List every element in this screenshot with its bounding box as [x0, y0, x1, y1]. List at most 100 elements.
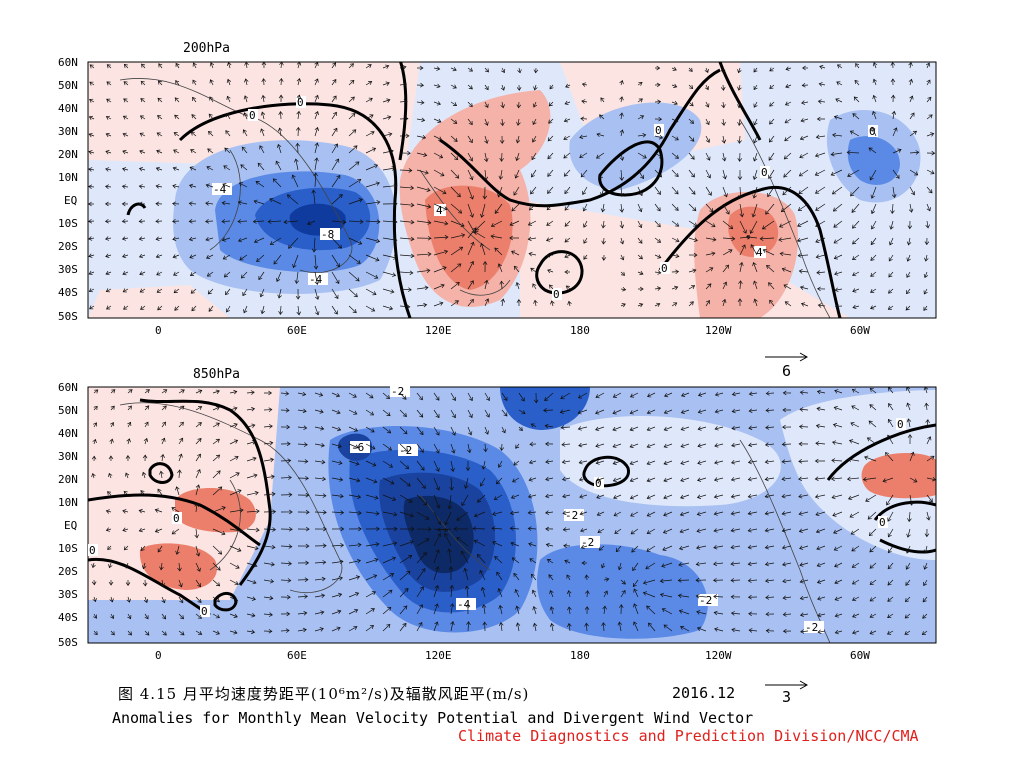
- lon-label: 120E: [425, 324, 452, 337]
- contour-label: 4: [434, 204, 446, 217]
- svg-text:0: 0: [661, 262, 668, 275]
- lat-label: 30S: [58, 263, 78, 276]
- panel-frame: [87, 61, 937, 319]
- svg-text:-2: -2: [391, 385, 404, 398]
- lon-label: 120W: [705, 324, 732, 337]
- lat-label: 60N: [58, 56, 78, 69]
- contour-label: -2: [390, 385, 410, 398]
- wind-vectors-200hpa: [88, 62, 936, 316]
- panel-title: 850hPa: [193, 367, 240, 382]
- lon-label: 120W: [705, 649, 732, 662]
- lat-label: 30N: [58, 450, 78, 463]
- lat-axis: 60N 50N 40N 30N 20N 10N EQ 10S 20S 30S 4…: [58, 381, 78, 649]
- contour-label: -6: [350, 441, 370, 454]
- lat-label: 30S: [58, 588, 78, 601]
- lon-label: 0: [155, 324, 162, 337]
- caption-english: Anomalies for Monthly Mean Velocity Pote…: [112, 709, 754, 727]
- svg-text:0: 0: [595, 477, 602, 490]
- svg-text:0: 0: [655, 124, 662, 137]
- lat-label: 20S: [58, 565, 78, 578]
- contour-label: 0: [878, 516, 888, 529]
- panel-frame: [87, 386, 937, 644]
- svg-text:-2: -2: [565, 509, 578, 522]
- svg-text:4: 4: [436, 204, 443, 217]
- lat-label: 40N: [58, 427, 78, 440]
- svg-text:0: 0: [869, 125, 876, 138]
- lat-label: EQ: [64, 194, 77, 207]
- contour-label: 0: [594, 477, 604, 490]
- svg-text:0: 0: [201, 605, 208, 618]
- lat-label: 10S: [58, 217, 78, 230]
- lat-label: 40N: [58, 102, 78, 115]
- lat-label: 50S: [58, 310, 78, 323]
- svg-text:-2: -2: [581, 536, 594, 549]
- svg-text:0: 0: [173, 512, 180, 525]
- contour-label: 0: [296, 96, 306, 109]
- contour-labels: 0 0 0 0 0 0 -4 -8 -4 4 4 0 -4: [212, 96, 878, 301]
- lon-label: 180: [570, 324, 590, 337]
- svg-text:-4: -4: [309, 273, 323, 286]
- svg-text:0: 0: [897, 418, 904, 431]
- contour-label: 0: [868, 125, 878, 138]
- lat-label: 10N: [58, 171, 78, 184]
- contour-label: 0: [660, 262, 670, 275]
- lon-axis: 0 60E 120E 180 120W 60W: [155, 324, 870, 337]
- lon-label: 60W: [850, 324, 870, 337]
- contour-label: 0: [200, 605, 210, 618]
- contour-label: 0: [552, 288, 562, 301]
- contour-label: -2: [580, 536, 600, 549]
- lat-label: 20S: [58, 240, 78, 253]
- panel-200hpa: 200hPa: [58, 41, 937, 362]
- svg-text:0: 0: [879, 516, 886, 529]
- lon-label: 60E: [287, 649, 307, 662]
- lat-label: 50S: [58, 636, 78, 649]
- lat-label: 10S: [58, 542, 78, 555]
- panel-850hpa: 850hPa: [58, 367, 937, 690]
- svg-text:0: 0: [761, 166, 768, 179]
- contour-label: -4: [456, 598, 476, 611]
- svg-text:0: 0: [89, 544, 96, 557]
- contour-label: -2: [804, 621, 824, 634]
- contour-label: -4: [308, 273, 328, 286]
- contour-label: 0: [896, 418, 906, 431]
- lat-label: 20N: [58, 473, 78, 486]
- lat-label: 50N: [58, 79, 78, 92]
- caption-date: 2016.12: [672, 684, 736, 702]
- lon-label: 60E: [287, 324, 307, 337]
- lat-label: EQ: [64, 519, 77, 532]
- contour-label: -2: [398, 444, 418, 457]
- contour-label: -2: [564, 509, 584, 522]
- contour-label: 0: [248, 109, 258, 122]
- reference-vector-value: 3: [782, 688, 792, 706]
- lat-label: 40S: [58, 286, 78, 299]
- contour-label: -8: [320, 228, 340, 241]
- svg-text:-2: -2: [399, 444, 412, 457]
- lon-label: 0: [155, 649, 162, 662]
- lat-axis: 60N 50N 40N 30N 20N 10N EQ 10S 20S 30S 4…: [58, 56, 78, 323]
- lat-label: 60N: [58, 381, 78, 394]
- svg-text:-2: -2: [699, 594, 712, 607]
- contour-label: 0: [88, 544, 98, 557]
- svg-text:0: 0: [553, 288, 560, 301]
- svg-text:-2: -2: [805, 621, 818, 634]
- lon-label: 180: [570, 649, 590, 662]
- contour-label: -4: [212, 183, 232, 196]
- lat-label: 50N: [58, 404, 78, 417]
- lat-label: 20N: [58, 148, 78, 161]
- contour-label: 0: [172, 512, 182, 525]
- svg-text:4: 4: [756, 246, 763, 259]
- caption-chinese: 图 4.15 月平均速度势距平(10⁶m²/s)及辐散风距平(m/s): [118, 685, 530, 703]
- svg-text:-4: -4: [213, 183, 227, 196]
- lon-label: 120E: [425, 649, 452, 662]
- reference-vector: [765, 680, 809, 690]
- wind-vectors-850hpa: [91, 387, 936, 636]
- credit-line: Climate Diagnostics and Prediction Divis…: [458, 727, 919, 745]
- svg-text:0: 0: [297, 96, 304, 109]
- svg-text:-4: -4: [457, 598, 471, 611]
- contour-label: 0: [760, 166, 770, 179]
- contour-labels: -2 -6 -2 0 0 -2 -2 -4 -2 -2 0 0 0 0: [88, 385, 906, 634]
- lat-label: 10N: [58, 496, 78, 509]
- field-850hpa: [88, 387, 936, 643]
- reference-vector: [765, 352, 809, 362]
